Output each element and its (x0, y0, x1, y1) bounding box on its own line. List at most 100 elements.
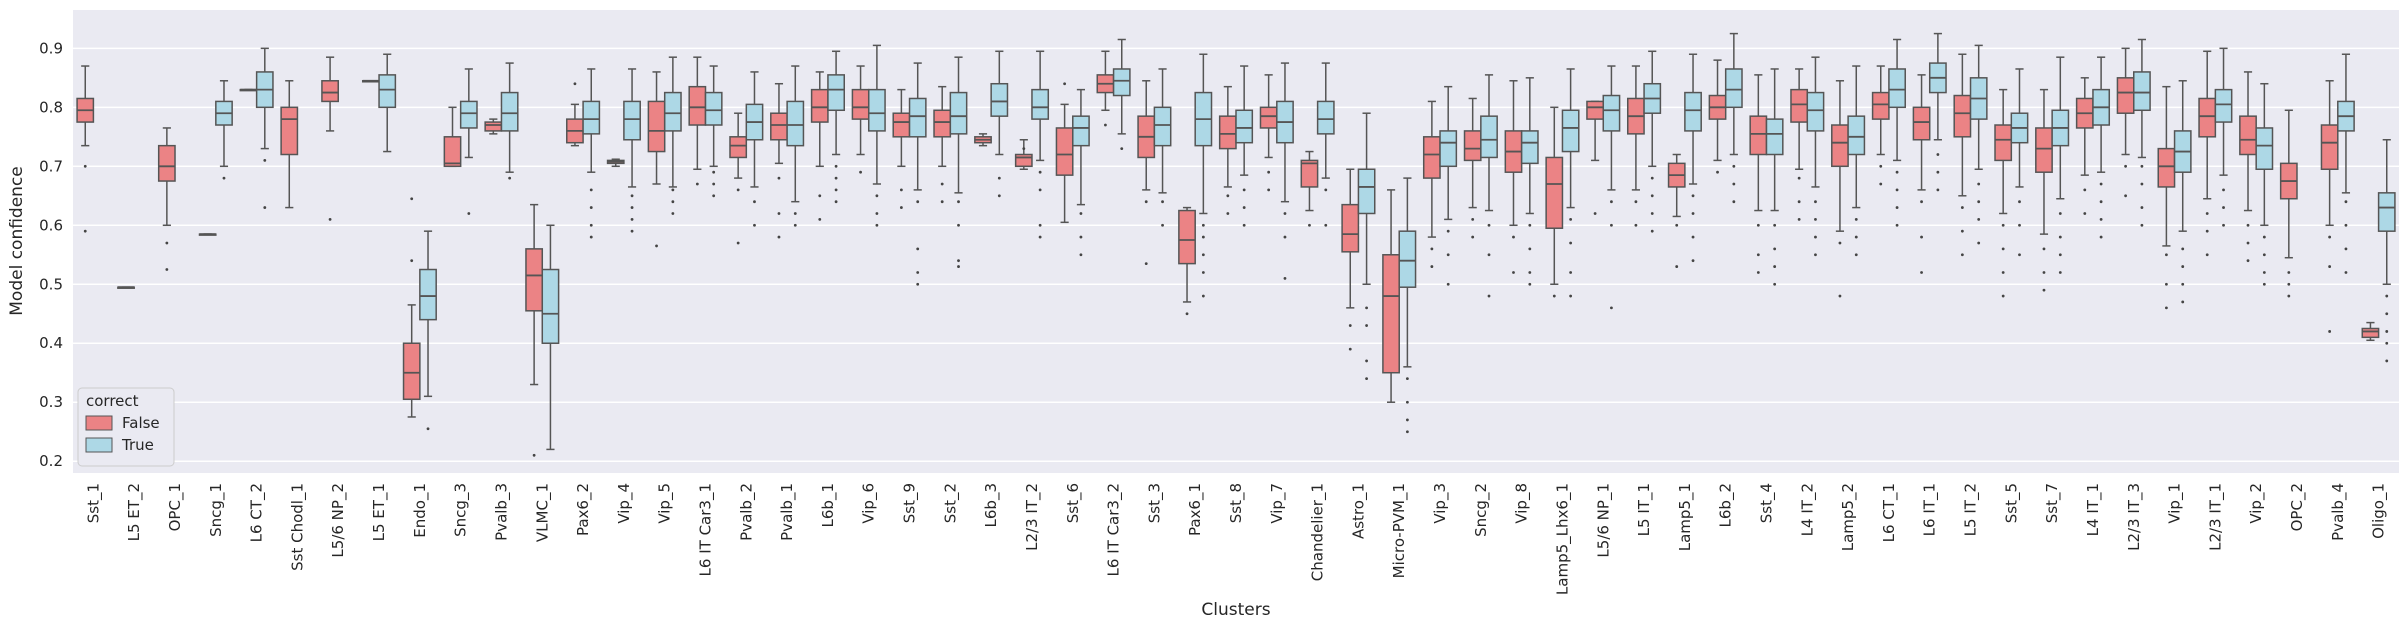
flier-point (1895, 170, 1899, 174)
box-body (1341, 203, 1360, 253)
flier-point (1920, 200, 1923, 204)
legend-swatch-true (85, 437, 113, 453)
flier-point (1283, 212, 1287, 215)
box-body (867, 88, 886, 132)
box-false (2361, 321, 2380, 342)
box-true (1480, 74, 1498, 298)
box-true (2255, 82, 2274, 286)
x-axis-label: Clusters (1201, 600, 1270, 620)
box-body (1888, 68, 1906, 109)
flier-point (1756, 271, 1760, 274)
x-tick-label: Vip_5 (656, 483, 675, 524)
flier-point (1691, 212, 1695, 215)
flier-point (467, 212, 471, 215)
flier-point (1691, 194, 1695, 198)
flier-point (2205, 229, 2209, 233)
box-false (974, 133, 992, 147)
flier-point (793, 212, 797, 215)
box-false (484, 118, 503, 135)
box-body (1316, 100, 1335, 135)
box-body (2361, 327, 2380, 339)
box-false (1831, 80, 1849, 298)
flier-point (508, 176, 512, 180)
flier-point (1120, 147, 1124, 151)
flier-point (940, 182, 944, 186)
flier-point (2344, 223, 2348, 227)
x-tick-label: L5 IT_1 (1635, 483, 1654, 536)
flier-point (2058, 212, 2062, 215)
flier-point (1528, 247, 1532, 251)
box-false (1626, 65, 1645, 227)
box-true (1112, 38, 1131, 151)
box-true (2377, 139, 2396, 363)
box-true (1031, 50, 1050, 239)
box-false (117, 286, 135, 289)
x-tick-label: Sncg_2 (1472, 483, 1491, 537)
box-false (2320, 80, 2339, 333)
flier-point (2328, 235, 2332, 239)
flier-point (2099, 235, 2103, 239)
flier-point (1446, 282, 1450, 286)
flier-point (1267, 170, 1271, 174)
box-body (459, 100, 478, 129)
flier-point (2042, 271, 2046, 274)
flier-point (957, 223, 960, 227)
box-body (1072, 115, 1090, 147)
x-tick-label: Vip_2 (2247, 483, 2266, 524)
box-false (525, 203, 544, 457)
box-true (1316, 62, 1335, 227)
box-body (484, 121, 503, 132)
x-tick-label: Pvalb_4 (2329, 483, 2348, 541)
flier-point (1079, 253, 1083, 257)
box-body (1586, 100, 1605, 120)
box-false (1382, 189, 1400, 403)
flier-point (1226, 194, 1230, 198)
box-false (1341, 168, 1360, 351)
box-false (1422, 100, 1441, 268)
box-body (2255, 127, 2274, 170)
flier-point (630, 229, 634, 233)
flier-point (2222, 206, 2225, 209)
box-body (2239, 115, 2257, 156)
flier-point (2099, 182, 2103, 186)
box-body (1953, 94, 1972, 138)
flier-point (997, 194, 1001, 198)
box-body (1439, 130, 1458, 168)
box-body (1398, 230, 1417, 288)
flier-point (957, 265, 960, 268)
box-true (1439, 85, 1458, 286)
flier-point (2181, 300, 2185, 304)
flier-point (2058, 271, 2062, 274)
box-body (541, 268, 560, 344)
box-false (402, 197, 421, 418)
flier-point (1446, 253, 1450, 257)
flier-point (1634, 223, 1638, 227)
box-false (1708, 59, 1727, 174)
box-body (378, 74, 397, 109)
box-false (1300, 150, 1319, 227)
flier-point (1936, 188, 1940, 192)
flier-point (1895, 223, 1899, 227)
flier-point (997, 176, 1001, 180)
box-true (2337, 53, 2355, 274)
flier-point (1569, 271, 1573, 274)
flier-point (2058, 253, 2062, 257)
flier-point (777, 212, 781, 215)
x-tick-label: Pax6_2 (574, 483, 593, 536)
flier-point (1201, 235, 1205, 239)
x-tick-label: Pax6_1 (1186, 483, 1205, 536)
flier-point (589, 206, 593, 209)
box-body (1235, 109, 1254, 144)
flier-point (1446, 229, 1450, 233)
flier-point (2222, 188, 2225, 192)
flier-point (1201, 271, 1205, 274)
box-body (1422, 136, 1441, 179)
flier-point (1814, 200, 1817, 204)
flier-point (1691, 259, 1695, 263)
flier-point (630, 206, 634, 209)
box-body (1480, 115, 1498, 159)
box-false (239, 88, 258, 92)
box-false (1096, 50, 1115, 127)
flier-point (1528, 271, 1532, 274)
flier-point (1838, 294, 1842, 298)
